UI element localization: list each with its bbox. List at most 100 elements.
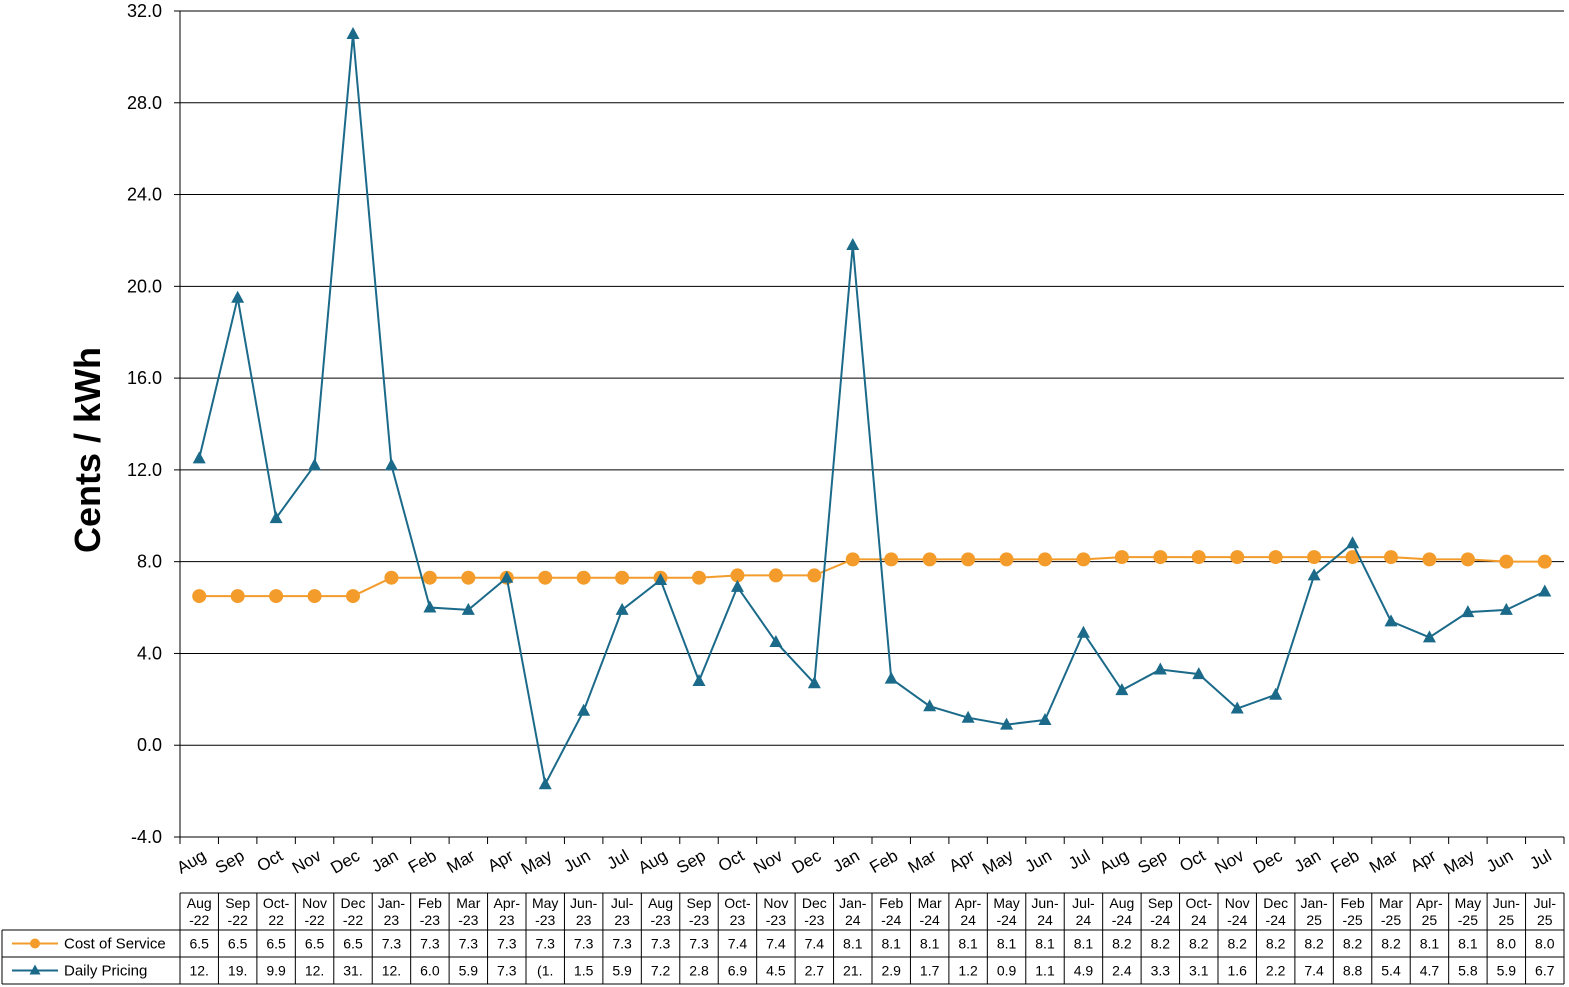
table-header: Feb	[879, 895, 903, 911]
table-header: Dec	[802, 895, 827, 911]
table-header: Jul-	[1533, 895, 1556, 911]
table-cell: 6.5	[228, 936, 248, 952]
table-cell: 19.	[228, 963, 247, 979]
data-point	[615, 570, 630, 585]
data-point	[1307, 568, 1321, 581]
y-tick-label: 12.0	[127, 460, 162, 480]
data-point	[308, 458, 322, 471]
table-header: 24	[960, 912, 976, 928]
x-tick-label: Nov	[750, 846, 786, 878]
data-point	[1384, 614, 1398, 627]
table-cell: 6.5	[305, 936, 325, 952]
x-tick-label: Oct	[715, 846, 748, 876]
y-axis-title: Cents / kWh	[67, 347, 108, 553]
data-point	[730, 579, 744, 592]
table-header: 25	[1422, 912, 1438, 928]
data-point	[192, 589, 207, 604]
x-tick-label: Jun	[1483, 846, 1516, 876]
data-point	[1230, 701, 1244, 714]
table-cell: 8.2	[1151, 936, 1171, 952]
data-point	[1076, 552, 1091, 567]
data-point	[538, 777, 552, 790]
x-tick-label: Feb	[1328, 846, 1363, 877]
data-point	[461, 570, 476, 585]
data-point	[1269, 687, 1283, 700]
table-cell: 7.4	[1304, 963, 1324, 979]
x-tick-label: May	[1441, 846, 1479, 879]
table-header: -24	[1266, 912, 1286, 928]
data-point	[1499, 554, 1514, 569]
x-tick-label: Aug	[174, 846, 210, 878]
table-cell: 6.9	[728, 963, 748, 979]
table-cell: 7.3	[689, 936, 709, 952]
x-tick-label: Aug	[1096, 846, 1132, 878]
data-point	[269, 589, 284, 604]
data-point	[500, 570, 514, 583]
y-tick-label: 8.0	[137, 552, 162, 572]
x-tick-label: Jan	[830, 846, 863, 876]
table-cell: 8.2	[1189, 936, 1209, 952]
data-point	[1038, 552, 1052, 567]
data-point	[423, 600, 437, 613]
x-tick-label: Apr	[946, 846, 979, 876]
table-cell: 8.1	[1420, 936, 1440, 952]
table-header: -24	[1150, 912, 1170, 928]
table-header: May	[532, 895, 558, 911]
table-cell: 2.9	[881, 963, 901, 979]
table-header: 25	[1499, 912, 1515, 928]
data-point	[1268, 550, 1283, 565]
table-header: Nov	[763, 895, 788, 911]
x-tick-label: Aug	[635, 846, 671, 878]
table-cell: 2.7	[805, 963, 825, 979]
x-axis: Aug Sep Oct Nov Dec Jan Feb Mar Apr May Jun Jul Aug S…	[174, 837, 1565, 879]
table-header: -24	[1227, 912, 1247, 928]
data-point	[384, 570, 399, 585]
table-header: May	[1455, 895, 1481, 911]
data-point	[1192, 667, 1206, 680]
table-cell: 1.1	[1035, 963, 1055, 979]
table-cell: 8.2	[1112, 936, 1132, 952]
table-header: Mar	[456, 895, 480, 911]
table-cell: 4.7	[1420, 963, 1440, 979]
legend-marker	[30, 938, 40, 949]
table-cell: 8.1	[920, 936, 940, 952]
x-tick-label: Mar	[1366, 846, 1401, 877]
table-header: -24	[881, 912, 901, 928]
table-header: 23	[730, 912, 746, 928]
table-header: -25	[1342, 912, 1362, 928]
data-point	[961, 552, 976, 567]
x-tick-label: Jul	[1526, 846, 1554, 873]
legend-marker	[29, 964, 41, 975]
table-cell: 8.1	[1074, 936, 1094, 952]
x-tick-label: Sep	[212, 846, 248, 878]
data-point	[1153, 550, 1168, 565]
data-point	[692, 570, 706, 585]
x-tick-label: Jul	[1065, 846, 1093, 873]
data-point	[346, 26, 360, 39]
table-cell: 5.8	[1458, 963, 1478, 979]
data-point	[1499, 602, 1513, 615]
table-cell: 7.4	[805, 936, 825, 952]
table-cell: 8.1	[1035, 936, 1055, 952]
data-point	[346, 589, 360, 604]
table-cell: 6.5	[343, 936, 363, 952]
table-header: Aug	[648, 895, 673, 911]
table-cell: 8.0	[1497, 936, 1517, 952]
x-tick-label: Nov	[289, 846, 325, 878]
table-cell: 7.3	[382, 936, 402, 952]
table-cell: 7.3	[574, 936, 594, 952]
data-point	[384, 458, 398, 471]
data-point	[654, 573, 668, 586]
table-header: Mar	[918, 895, 942, 911]
x-tick-label: Jan	[1291, 846, 1324, 876]
series-line-1	[198, 33, 1546, 788]
data-point	[576, 570, 591, 585]
table-cell: 7.3	[497, 963, 517, 979]
data-point	[1538, 584, 1552, 597]
table-header: Jan-	[839, 895, 867, 911]
table-header: Sep	[1148, 895, 1173, 911]
table-cell: 0.9	[997, 963, 1017, 979]
y-tick-label: 4.0	[137, 643, 162, 663]
table-header: May	[993, 895, 1019, 911]
data-point	[846, 238, 860, 251]
